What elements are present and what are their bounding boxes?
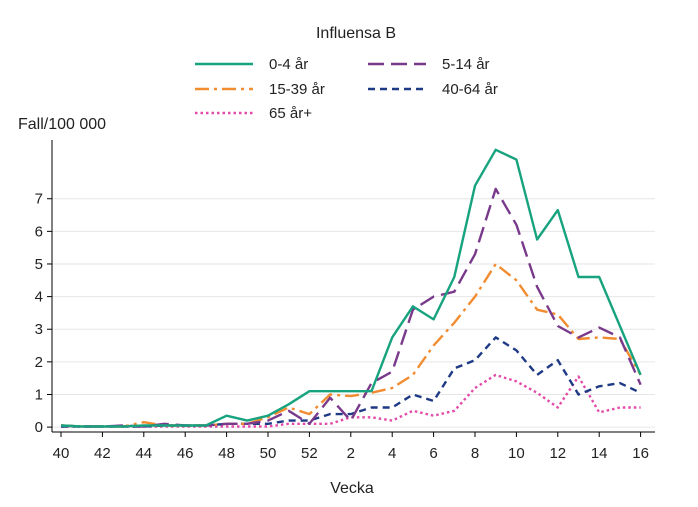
x-tick-label-7: 2 [347, 445, 355, 462]
x-tick-label-5: 50 [260, 445, 277, 462]
legend: 0-4 år 5-14 år 15-39 år 40-64 år 65 år+ [195, 56, 498, 122]
x-axis-label: Vecka [330, 480, 374, 497]
y-tick-label-1: 1 [35, 386, 43, 403]
y-tick-label-2: 2 [35, 354, 43, 371]
y-axis-label: Fall/100 000 [18, 116, 106, 133]
chart-title: Influensa B [316, 25, 396, 42]
x-tick-label-13: 14 [591, 445, 608, 462]
legend-label-3: 40-64 år [442, 81, 498, 98]
x-tick-label-6: 52 [301, 445, 318, 462]
legend-label-4: 65 år+ [269, 105, 312, 122]
x-tick-label-10: 8 [471, 445, 479, 462]
series-line-0 [60, 148, 642, 428]
y-ticks: 0 1 2 3 4 5 6 7 [35, 191, 52, 436]
y-tick-label-5: 5 [35, 256, 43, 273]
x-tick-label-1: 42 [94, 445, 111, 462]
x-tick-label-3: 46 [177, 445, 194, 462]
x-tick-label-12: 12 [549, 445, 566, 462]
legend-label-1: 5-14 år [442, 56, 490, 73]
x-tick-label-2: 44 [135, 445, 152, 462]
x-tick-label-0: 40 [53, 445, 70, 462]
x-tick-label-11: 10 [508, 445, 525, 462]
x-tick-label-4: 48 [218, 445, 235, 462]
x-tick-label-8: 4 [388, 445, 396, 462]
y-tick-label-6: 6 [35, 223, 43, 240]
y-tick-label-3: 3 [35, 321, 43, 338]
legend-label-2: 15-39 år [269, 81, 325, 98]
series-lines [60, 148, 642, 428]
x-ticks: 40 42 44 46 48 50 52 2 4 6 8 10 12 14 16 [53, 432, 649, 462]
legend-label-0: 0-4 år [269, 56, 308, 73]
x-tick-label-14: 16 [632, 445, 649, 462]
series-line-4 [61, 373, 641, 428]
series-line-2 [60, 262, 642, 428]
x-tick-label-9: 6 [429, 445, 437, 462]
y-tick-label-7: 7 [35, 191, 43, 208]
y-tick-label-4: 4 [35, 289, 43, 306]
axes [51, 140, 655, 433]
y-tick-label-0: 0 [35, 419, 43, 436]
